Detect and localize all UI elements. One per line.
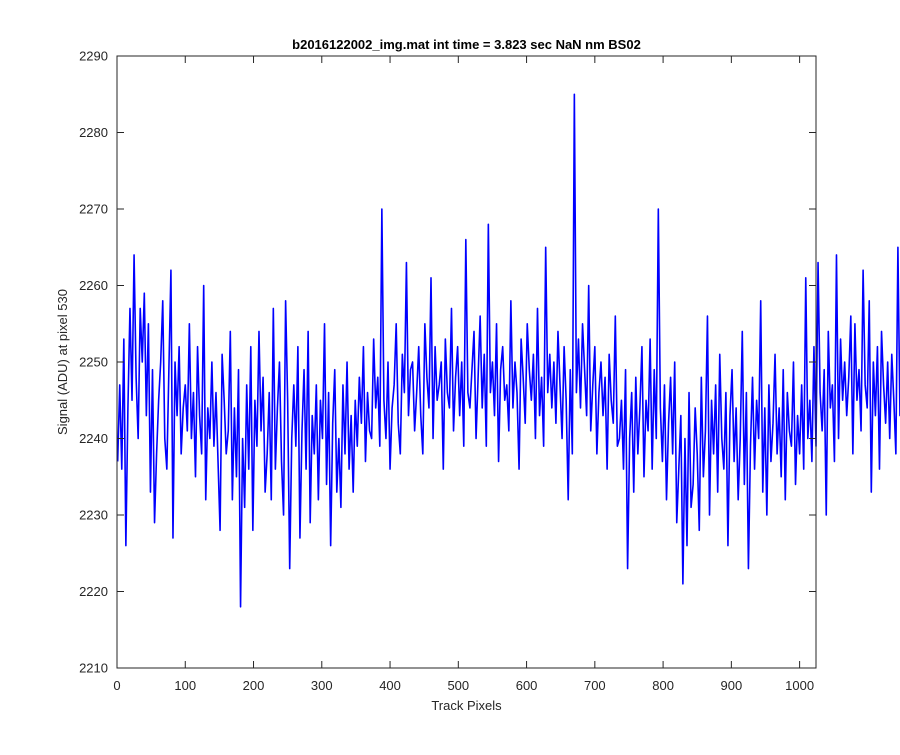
series-line-0 <box>116 93 900 608</box>
y-axis-ticks: 2210 2220 2230 2240 2250 2260 2270 2280 2290 <box>79 49 816 676</box>
y-tick-label: 2220 <box>79 584 108 599</box>
y-tick: 2250 <box>79 355 816 370</box>
y-tick-label: 2290 <box>79 49 108 64</box>
x-tick-label: 800 <box>652 678 674 693</box>
series-layer <box>116 93 900 608</box>
x-tick-label: 900 <box>721 678 743 693</box>
x-axis-ticks: 0 100 200 300 400 500 600 700 800 900 1000 <box>113 56 814 693</box>
x-tick: 400 <box>379 56 401 693</box>
axes-background <box>117 56 816 668</box>
x-tick-label: 1000 <box>785 678 814 693</box>
x-tick-label: 600 <box>516 678 538 693</box>
x-tick: 800 <box>652 56 674 693</box>
y-tick: 2210 <box>79 661 816 676</box>
y-tick-label: 2230 <box>79 508 108 523</box>
x-tick: 600 <box>516 56 538 693</box>
x-tick: 500 <box>447 56 469 693</box>
x-tick: 100 <box>174 56 196 693</box>
x-tick: 900 <box>721 56 743 693</box>
y-tick: 2280 <box>79 125 816 140</box>
x-tick: 700 <box>584 56 606 693</box>
y-tick-label: 2210 <box>79 661 108 676</box>
x-tick: 200 <box>243 56 265 693</box>
x-tick-label: 500 <box>447 678 469 693</box>
x-tick: 0 <box>113 56 121 693</box>
y-tick: 2290 <box>79 49 816 64</box>
x-tick-label: 100 <box>174 678 196 693</box>
y-tick: 2220 <box>79 584 816 599</box>
y-tick: 2270 <box>79 202 816 217</box>
y-tick-label: 2250 <box>79 355 108 370</box>
y-axis-label: Signal (ADU) at pixel 530 <box>55 289 70 435</box>
x-tick-label: 400 <box>379 678 401 693</box>
y-tick-label: 2270 <box>79 202 108 217</box>
y-tick-label: 2280 <box>79 125 108 140</box>
x-tick-label: 300 <box>311 678 333 693</box>
y-tick: 2240 <box>79 431 816 446</box>
x-tick-label: 0 <box>113 678 120 693</box>
x-tick: 1000 <box>785 56 814 693</box>
x-tick-label: 700 <box>584 678 606 693</box>
x-tick-label: 200 <box>243 678 265 693</box>
y-tick-label: 2240 <box>79 431 108 446</box>
chart-title: b2016122002_img.mat int time = 3.823 sec… <box>292 37 641 52</box>
y-tick: 2230 <box>79 508 816 523</box>
x-tick: 300 <box>311 56 333 693</box>
y-tick: 2260 <box>79 278 816 293</box>
y-tick-label: 2260 <box>79 278 108 293</box>
x-axis-label: Track Pixels <box>431 698 502 713</box>
